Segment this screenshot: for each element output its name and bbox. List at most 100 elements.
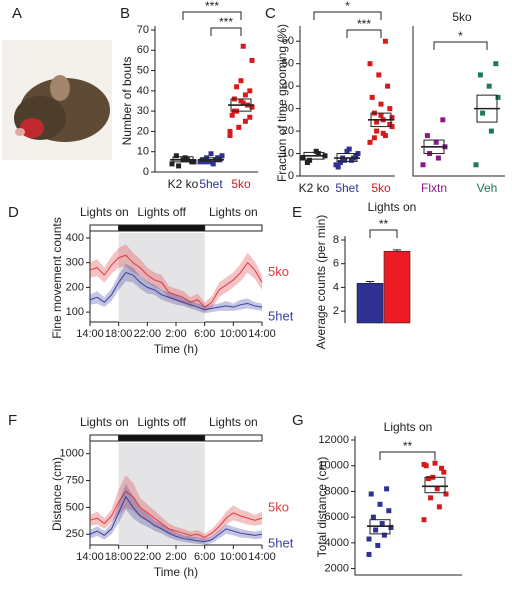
y-tick-label: 8 [333,234,339,246]
data-point [240,43,246,49]
x-tick-label: 2:00 [165,551,186,563]
significance-bracket [182,11,242,20]
significance-bracket [210,27,242,36]
data-point [495,94,501,100]
y-tick-label: 0 [143,166,149,178]
data-point [366,536,372,542]
data-point [385,83,391,89]
light-bar [118,434,206,442]
data-point [421,517,427,523]
data-point [313,148,319,154]
y-tick-label: 300 [66,257,84,269]
data-point [428,495,434,501]
ear [50,75,70,101]
data-point [379,521,385,527]
data-point [210,161,216,167]
y-tick-label: 500 [66,501,84,513]
data-point [480,110,486,116]
data-point [488,128,494,134]
x-tick-label: 22:00 [134,551,162,563]
data-point [432,460,438,466]
light-bar [118,224,206,232]
data-point [486,83,492,89]
data-point [389,115,395,121]
data-point [473,162,479,168]
y-tick-label: 4000 [325,537,349,549]
x-tick-label: 10:00 [220,551,248,563]
data-point [247,88,253,94]
x-tick-label: 5ko [371,181,391,195]
light-bar [204,224,263,232]
error-band [90,263,262,314]
data-point [234,84,240,90]
y-tick-label: 4 [333,281,339,293]
data-point [425,476,431,482]
error-band [90,483,262,545]
y-tick-label: 6000 [325,511,349,523]
y-tick-label: 400 [66,232,84,244]
data-point [173,153,179,159]
y-axis-label: Distance (cm) [50,457,64,531]
y-tick-label: 30 [137,105,149,117]
y-tick-label: 200 [66,281,84,293]
axis-line [354,436,462,576]
data-point [242,92,248,98]
panel-letter: G [292,412,304,429]
data-point [382,38,388,44]
data-point [434,486,440,492]
y-tick-label: 2 [333,305,339,317]
y-axis-label: Number of bouts [120,57,134,146]
x-tick-label: 14:00 [248,551,276,563]
x-tick-label: 18:00 [105,551,133,563]
y-tick-label: 50 [137,64,149,76]
significance-label: * [458,29,463,43]
data-point [387,106,393,112]
panel-letter: C [265,5,276,22]
chart-title: Lights on [368,200,417,214]
data-point [374,128,380,134]
light-label: Lights on [209,415,258,429]
series-line [89,271,263,311]
error-band [90,475,262,542]
y-tick-label: 0 [288,170,294,182]
series-label: 5ko [268,264,289,279]
axis-line [412,26,505,177]
series-label: 5het [268,309,294,324]
data-point [374,119,380,125]
data-point [380,130,386,136]
significance-bracket [369,229,398,238]
data-point [208,151,214,157]
series-line [89,490,263,539]
data-point [378,112,384,118]
data-point [433,139,439,145]
error-band [90,244,262,313]
data-point [366,551,372,557]
y-tick-label: 70 [137,24,149,36]
data-point [238,78,244,84]
light-label: Lights off [137,415,186,429]
significance-bracket [379,451,436,460]
data-point [477,72,483,78]
y-axis-label: Fine movement counts [50,217,64,338]
y-tick-label: 60 [282,35,294,47]
data-point [344,148,350,154]
data-point [337,160,343,166]
series-line [89,495,263,543]
significance-label: * [345,0,350,13]
error-bar [393,249,401,252]
data-point [370,514,376,520]
data-point [206,159,212,165]
data-point [493,61,499,67]
lesion [20,118,44,138]
x-tick-label: 18:00 [105,328,133,340]
dark-shading [118,443,205,545]
x-tick-label: 10:00 [220,328,248,340]
y-tick-label: 100 [66,306,84,318]
data-point [335,164,341,170]
data-point [368,491,374,497]
x-tick-label: 22:00 [134,328,162,340]
data-point [436,504,442,510]
panel-letter: D [8,204,19,221]
data-point [227,128,233,134]
